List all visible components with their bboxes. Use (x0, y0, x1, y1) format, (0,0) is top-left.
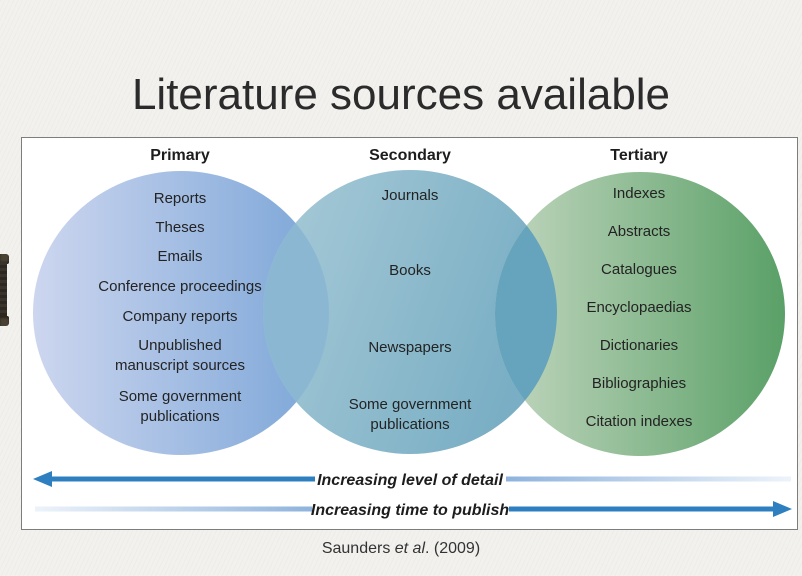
secondary-circle (263, 170, 557, 454)
primary-item-emails: Emails (157, 248, 203, 265)
arrow-detail-fade-line (506, 476, 791, 482)
binder-clip-bottom-nub (0, 316, 9, 326)
tertiary-item-encyclopaedias: Encyclopaedias (586, 299, 692, 316)
arrow-increasing-publish: Increasing time to publish (35, 501, 792, 519)
primary-item-unpublished-manuscripts: Unpublished manuscript sources (114, 337, 246, 374)
binder-clip-top-nub (0, 254, 9, 264)
primary-item-company-reports: Company reports (122, 308, 238, 325)
venn-diagram-panel: Increasing level of detail Increasing ti… (21, 137, 798, 530)
tertiary-item-dictionaries: Dictionaries (599, 337, 679, 354)
tertiary-item-catalogues: Catalogues (601, 261, 677, 278)
secondary-heading: Secondary (369, 147, 451, 164)
tertiary-heading: Tertiary (610, 147, 668, 164)
tertiary-item-citation-indexes: Citation indexes (585, 413, 693, 430)
secondary-item-newspapers: Newspapers (368, 339, 452, 356)
binder-clip (0, 254, 11, 326)
primary-circle (33, 171, 329, 455)
venn-diagram-graphic: Increasing level of detail Increasing ti… (33, 170, 792, 519)
tertiary-item-abstracts: Abstracts (607, 223, 671, 240)
secondary-item-government-publications: Some government publications (348, 396, 472, 433)
citation-author: Saunders (321, 540, 395, 557)
primary-item-government-publications: Some government publications (118, 388, 242, 425)
citation-et-al: et al (394, 540, 426, 557)
arrow-publish-fade-line (35, 506, 312, 512)
tertiary-item-bibliographies: Bibliographies (591, 375, 687, 392)
binder-clip-body (0, 262, 7, 318)
slide-title: Literature sources available (131, 70, 671, 119)
primary-item-conference-proceedings: Conference proceedings (98, 278, 262, 295)
arrow-publish-label: Increasing time to publish (311, 502, 509, 519)
arrow-publish-solid-line (509, 506, 773, 512)
citation-year: . (2009) (425, 540, 481, 557)
arrow-increasing-detail: Increasing level of detail (33, 471, 791, 489)
primary-item-reports: Reports (153, 190, 207, 207)
arrow-detail-solid-line (50, 476, 315, 482)
right-arrowhead-icon (773, 501, 792, 517)
primary-heading: Primary (150, 147, 210, 164)
secondary-item-books: Books (389, 262, 431, 279)
citation: Saunders et al. (2009) (0, 540, 802, 558)
arrow-detail-label: Increasing level of detail (317, 472, 503, 489)
tertiary-circle (495, 172, 785, 456)
secondary-item-journals: Journals (381, 187, 439, 204)
left-arrowhead-icon (33, 471, 52, 487)
primary-item-theses: Theses (155, 219, 205, 236)
tertiary-item-indexes: Indexes (612, 185, 666, 202)
